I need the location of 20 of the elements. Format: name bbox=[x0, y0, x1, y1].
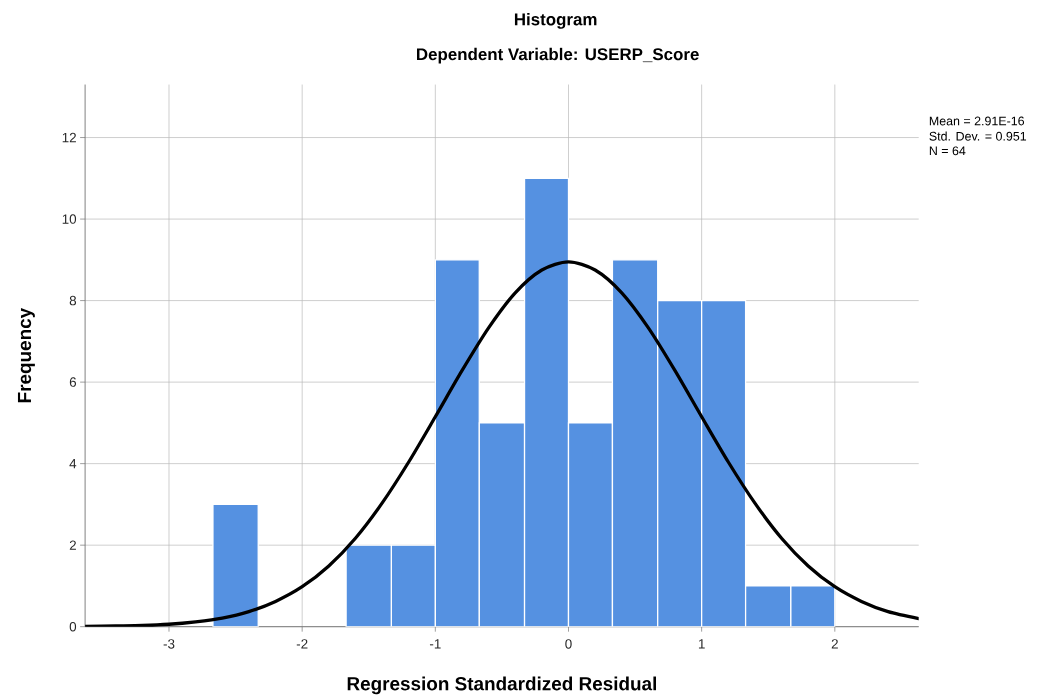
y-tick-label: 10 bbox=[62, 214, 77, 224]
text: Mean = 2.91E-16 bbox=[929, 116, 1025, 126]
text: Std. Dev. = 0.951 bbox=[929, 131, 1027, 141]
x-tick-label: -2 bbox=[296, 639, 308, 649]
chart-subtitle: Dependent Variable: USERP_Score bbox=[417, 47, 699, 64]
y-tick-label: 0 bbox=[69, 621, 77, 632]
x-tick-label: -1 bbox=[429, 639, 441, 649]
y-tick-label: 6 bbox=[69, 377, 77, 387]
chart-title: Histogram bbox=[514, 12, 597, 29]
x-axis-title: Regression Standardized Residual bbox=[347, 676, 656, 695]
x-tick-label: 2 bbox=[831, 639, 838, 649]
x-tick-label: -3 bbox=[163, 639, 175, 649]
text: N = 64 bbox=[929, 146, 966, 156]
y-tick-label: 8 bbox=[69, 295, 77, 306]
y-axis-title: Frequency bbox=[17, 307, 35, 402]
y-tick-label: 12 bbox=[62, 132, 76, 143]
x-tick-label: 1 bbox=[698, 639, 705, 649]
y-tick-label: 2 bbox=[69, 540, 76, 550]
x-tick-label: 0 bbox=[565, 639, 572, 649]
y-tick-label: 4 bbox=[69, 458, 77, 469]
